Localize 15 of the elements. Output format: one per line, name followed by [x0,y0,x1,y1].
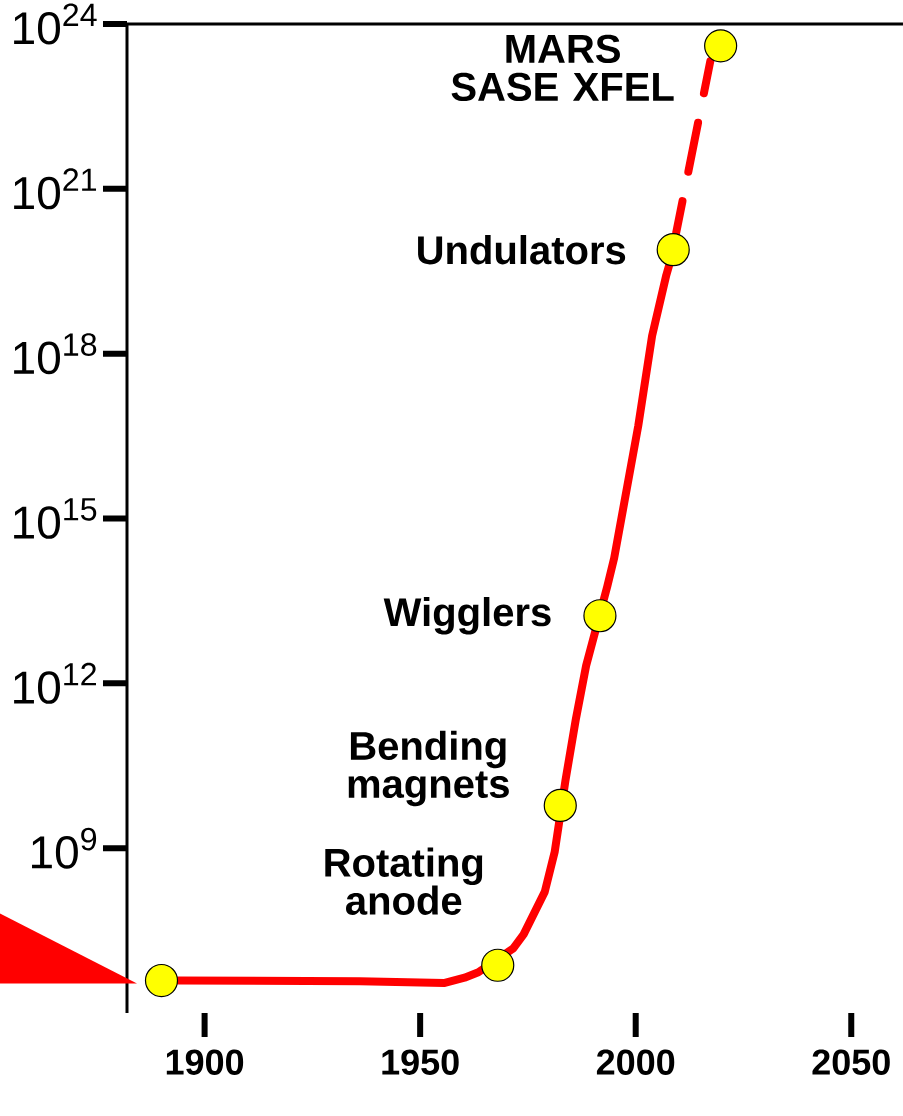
annotation: Rotating anode [325,847,483,915]
y-tick-label: 10$^{12}$ [14,662,96,704]
x-tick-label: 1900 [166,1049,244,1075]
y-tick-label: 10$^{18}$ [14,333,97,375]
y-tick-label: 10$^{24}$ [14,3,97,45]
annotation: Bending magnets [348,730,509,807]
y-tick-label: 10$^{9}$ [32,827,97,869]
annotation: Wigglers [383,597,551,635]
y-tick-label: 10$^{21}$ [14,168,97,210]
y-tick-label: 10$^{15}$ [14,498,97,539]
x-tick-label: 1950 [382,1049,459,1075]
annotation: Undulators [418,235,626,265]
x-tick-label: 2050 [812,1049,890,1075]
x-tick-label: 2000 [596,1049,675,1075]
annotation: MARS SASE XFEL [451,34,674,102]
